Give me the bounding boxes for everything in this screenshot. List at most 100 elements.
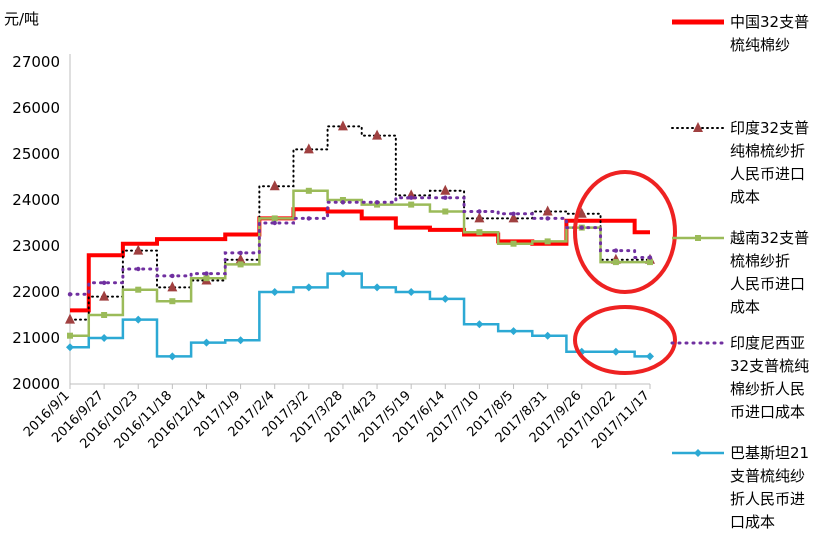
y-axis-ticks: 20000 21000 22000 23000 24000 25000 26000 27000 [12, 53, 60, 393]
data-point [614, 248, 618, 252]
data-point [440, 185, 450, 195]
data-point [612, 348, 620, 356]
data-point [238, 261, 244, 267]
data-point [475, 320, 483, 328]
legend-label: 支普梳纯纱 [730, 467, 805, 485]
data-point [443, 196, 447, 200]
data-point [102, 281, 106, 285]
data-point [135, 287, 141, 293]
data-point [341, 200, 345, 204]
y-tick-label: 26000 [12, 99, 60, 117]
data-point [167, 281, 177, 291]
legend-label: 人民币进口 [730, 275, 805, 293]
y-axis-unit-label: 元/吨 [4, 10, 39, 28]
data-point [339, 270, 347, 278]
legend-label: 人民币进口 [730, 165, 805, 183]
legend-label: 纯棉梳纱折 [730, 142, 805, 160]
data-point [580, 225, 584, 229]
data-point [442, 209, 448, 215]
data-point [544, 332, 552, 340]
data-point [66, 343, 74, 351]
data-point [134, 316, 142, 324]
y-tick-label: 25000 [12, 145, 60, 163]
data-point [169, 298, 175, 304]
data-point [441, 295, 449, 303]
data-point [375, 200, 379, 204]
y-tick-label: 23000 [12, 237, 60, 255]
data-point [100, 334, 108, 342]
data-point [408, 202, 414, 208]
data-point [170, 274, 174, 278]
legend-label: 巴基斯坦21 [730, 444, 809, 462]
legend-label: 印度尼西亚 [730, 334, 805, 352]
legend-marker [695, 235, 701, 241]
legend-marker [694, 449, 702, 457]
data-point [511, 241, 517, 247]
legend-label: 成本 [730, 188, 760, 206]
data-point [372, 130, 382, 140]
data-point [67, 333, 73, 339]
y-tick-label: 22000 [12, 283, 60, 301]
legend-label: 印度32支普 [730, 119, 809, 137]
data-point [648, 255, 652, 259]
data-point [238, 251, 242, 255]
y-tick-label: 20000 [12, 375, 60, 393]
data-point [373, 283, 381, 291]
highlight-circles [575, 172, 675, 373]
data-point [545, 238, 551, 244]
y-tick-label: 24000 [12, 191, 60, 209]
data-point [168, 352, 176, 360]
data-point [338, 120, 348, 130]
data-point [510, 327, 518, 335]
data-point [68, 292, 72, 296]
data-point [136, 267, 140, 271]
legend-label: 越南32支普 [730, 229, 809, 247]
data-point [407, 288, 415, 296]
data-point [543, 206, 553, 216]
y-tick-label: 27000 [12, 53, 60, 71]
data-point [646, 352, 654, 360]
x-axis-ticks: 2016/9/12016/9/272016/10/232016/11/18201… [21, 384, 653, 452]
data-point [511, 212, 515, 216]
legend-label: 棉纱折人民 [730, 380, 805, 398]
data-point [476, 229, 482, 235]
series-4 [66, 270, 654, 361]
data-point [272, 215, 278, 221]
legend-marker [693, 122, 703, 132]
legend-label: 32支普梳纯 [730, 357, 809, 375]
data-point [65, 314, 75, 324]
legend-label: 币进口成本 [730, 403, 805, 421]
data-point [101, 312, 107, 318]
data-point [203, 275, 209, 281]
legend-label: 中国32支普 [730, 13, 809, 31]
plot-area [65, 120, 655, 360]
legend-label: 梳棉纱折 [730, 252, 790, 270]
data-point [409, 196, 413, 200]
data-point [304, 143, 314, 153]
data-point [307, 216, 311, 220]
data-point [202, 339, 210, 347]
legend-label: 成本 [730, 298, 760, 316]
highlight-circle [575, 172, 675, 292]
data-point [306, 188, 312, 194]
legend-label: 梳纯棉纱 [730, 36, 790, 54]
data-point [613, 259, 619, 265]
highlight-circle [575, 307, 675, 373]
data-point [271, 288, 279, 296]
data-point [204, 271, 208, 275]
data-point [477, 209, 481, 213]
legend-label: 口成本 [730, 513, 775, 531]
data-point [647, 259, 653, 265]
data-point [237, 336, 245, 344]
data-point [545, 216, 549, 220]
legend-label: 折人民币进 [730, 490, 805, 508]
legend: 中国32支普梳纯棉纱印度32支普纯棉梳纱折人民币进口成本越南32支普梳棉纱折人民… [672, 13, 809, 531]
y-tick-label: 21000 [12, 329, 60, 347]
data-point [305, 283, 313, 291]
